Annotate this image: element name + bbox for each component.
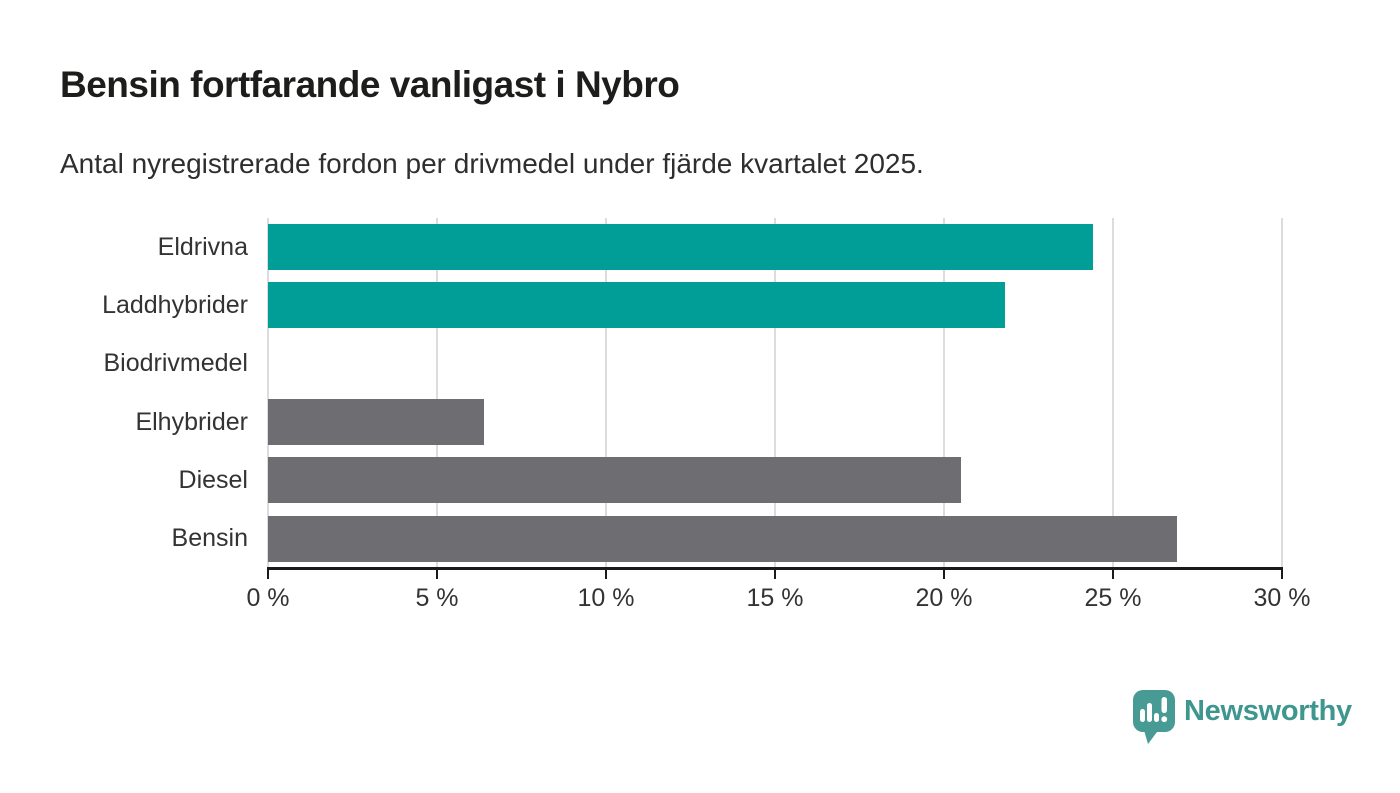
bar-row (268, 335, 1282, 393)
vertical-gridline (942, 218, 945, 568)
vertical-gridline (1112, 218, 1114, 568)
category-label: Laddhybrider (102, 290, 248, 319)
vertical-gridline (604, 218, 607, 568)
x-axis-tick-label: 25 % (1084, 584, 1142, 612)
x-axis-tick-label: 30 % (1253, 584, 1311, 612)
x-axis-tick (943, 570, 945, 579)
newsworthy-logo-icon (1133, 690, 1175, 744)
x-axis-line (267, 567, 1283, 570)
vertical-gridline (435, 218, 438, 568)
chart-subtitle: Antal nyregistrerade fordon per drivmede… (60, 148, 924, 179)
x-axis-tick-label: 15 % (746, 584, 804, 612)
x-axis-tick (605, 570, 607, 579)
x-axis-tick (1112, 570, 1114, 579)
x-axis-tick (774, 570, 776, 579)
x-axis-tick-label: 20 % (915, 584, 973, 612)
category-label: Bensin (171, 524, 248, 553)
x-axis-tick (267, 570, 269, 579)
x-axis-tick (1281, 570, 1283, 579)
plot-area (267, 218, 1283, 568)
x-axis-tick-label: 0 % (246, 584, 290, 612)
bar-laddhybrider (268, 282, 1005, 329)
chart-title: Bensin fortfarande vanligast i Nybro (60, 64, 680, 105)
newsworthy-brand: Newsworthy (1133, 690, 1352, 744)
category-label: Biodrivmedel (103, 349, 248, 378)
x-axis-tick-label: 5 % (415, 584, 459, 612)
bar-row (268, 218, 1282, 276)
category-label: Eldrivna (157, 232, 248, 261)
bar-elhybrider (268, 398, 485, 445)
bar-row (268, 393, 1282, 451)
category-label: Diesel (178, 465, 248, 494)
bar-row (268, 510, 1282, 568)
bar-row (268, 451, 1282, 509)
category-axis-labels: Eldrivna Laddhybrider Biodrivmedel Elhybrid… (0, 218, 248, 568)
bar-eldrivna (268, 224, 1093, 270)
bar-row (268, 276, 1282, 334)
category-label: Elhybrider (135, 407, 248, 436)
bar-diesel (268, 457, 961, 504)
vertical-gridline (267, 218, 269, 568)
chart-rows (268, 218, 1282, 568)
x-axis-tick-label: 10 % (577, 584, 635, 612)
vertical-gridline (774, 218, 776, 568)
bar-bensin (268, 515, 1178, 562)
x-axis-tick (436, 570, 438, 579)
newsworthy-logo-text: Newsworthy (1184, 695, 1352, 727)
vertical-gridline (1281, 218, 1283, 568)
